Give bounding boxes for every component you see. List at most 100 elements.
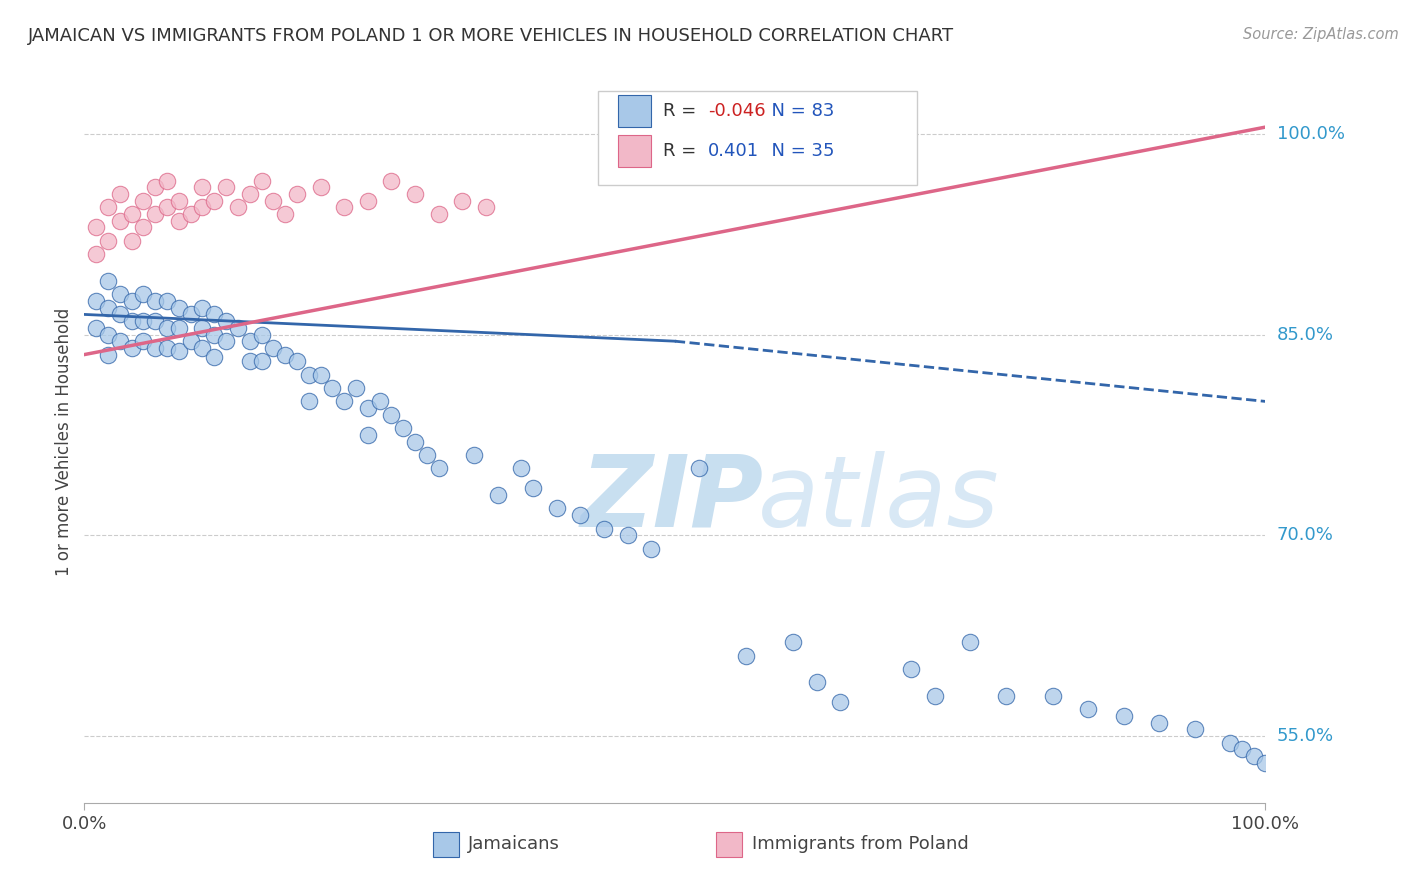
Point [427, 461, 450, 475]
Point [404, 434, 426, 449]
Point [202, 194, 225, 208]
Point [239, 187, 262, 202]
Text: N = 35: N = 35 [759, 142, 834, 160]
Point [522, 482, 544, 496]
Point [309, 368, 332, 382]
Point [108, 187, 131, 202]
Point [1042, 689, 1064, 703]
Point [132, 287, 155, 301]
Point [191, 341, 214, 355]
Point [298, 394, 321, 409]
Point [357, 428, 380, 442]
Point [108, 308, 131, 322]
Point [84, 247, 107, 261]
Point [226, 201, 249, 215]
Point [97, 201, 120, 215]
Point [250, 354, 273, 368]
Point [1077, 702, 1099, 716]
Text: Jamaicans: Jamaicans [468, 835, 560, 853]
Point [121, 207, 143, 221]
Bar [619, 135, 651, 167]
Point [250, 327, 273, 342]
Point [202, 308, 225, 322]
Point [215, 314, 238, 328]
Point [1219, 735, 1241, 749]
Point [427, 207, 450, 221]
Point [156, 294, 179, 309]
Point [167, 343, 190, 358]
Point [475, 201, 498, 215]
Point [380, 408, 402, 422]
Point [97, 301, 120, 315]
Point [84, 294, 107, 309]
Point [108, 334, 131, 349]
Point [132, 314, 155, 328]
Point [108, 214, 131, 228]
Point [250, 174, 273, 188]
Point [1243, 749, 1265, 764]
Point [994, 689, 1017, 703]
Point [1254, 756, 1277, 770]
Bar [433, 831, 458, 857]
Point [782, 635, 804, 649]
Point [404, 187, 426, 202]
Point [486, 488, 509, 502]
Point [180, 308, 202, 322]
Point [239, 334, 262, 349]
Point [215, 334, 238, 349]
Point [180, 207, 202, 221]
Text: ZIP: ZIP [581, 450, 763, 548]
Point [1112, 709, 1135, 723]
Text: R =: R = [664, 102, 702, 120]
Point [167, 301, 190, 315]
Text: atlas: atlas [758, 450, 1000, 548]
FancyBboxPatch shape [598, 91, 917, 185]
Point [274, 207, 297, 221]
Point [121, 341, 143, 355]
Point [285, 354, 308, 368]
Text: R =: R = [664, 142, 702, 160]
Point [97, 274, 120, 288]
Point [97, 348, 120, 362]
Point [262, 194, 284, 208]
Point [285, 187, 308, 202]
Point [416, 448, 439, 462]
Point [640, 541, 662, 556]
Point [734, 648, 756, 663]
Point [191, 201, 214, 215]
Point [239, 354, 262, 368]
Point [616, 528, 638, 542]
Text: Immigrants from Poland: Immigrants from Poland [752, 835, 969, 853]
Point [156, 174, 179, 188]
Point [1230, 742, 1253, 756]
Point [688, 461, 710, 475]
Point [959, 635, 981, 649]
Point [167, 214, 190, 228]
Bar [716, 831, 742, 857]
Point [180, 334, 202, 349]
Point [392, 421, 415, 435]
Point [167, 321, 190, 335]
Text: 55.0%: 55.0% [1277, 727, 1334, 745]
Point [132, 194, 155, 208]
Point [298, 368, 321, 382]
Point [451, 194, 474, 208]
Point [226, 321, 249, 335]
Point [321, 381, 343, 395]
Point [191, 180, 214, 194]
Point [463, 448, 485, 462]
Point [97, 327, 120, 342]
Text: -0.046: -0.046 [709, 102, 766, 120]
Point [202, 351, 225, 365]
Point [143, 294, 166, 309]
Point [274, 348, 297, 362]
Point [357, 401, 380, 416]
Point [156, 341, 179, 355]
Point [121, 314, 143, 328]
Point [97, 234, 120, 248]
Point [121, 234, 143, 248]
Point [84, 321, 107, 335]
Point [132, 220, 155, 235]
Point [143, 180, 166, 194]
Point [569, 508, 592, 523]
